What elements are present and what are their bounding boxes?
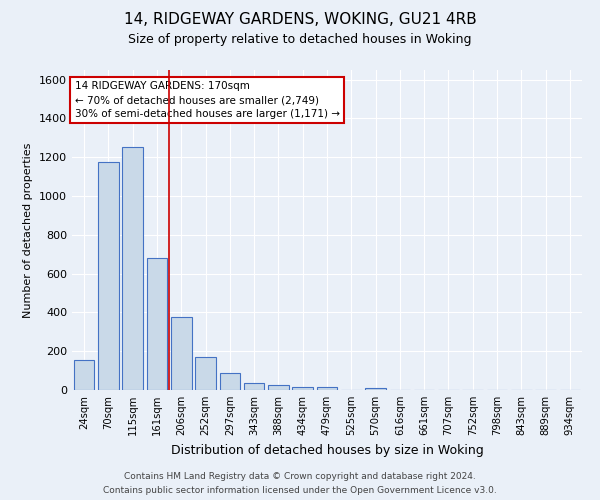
Bar <box>244 382 265 390</box>
Bar <box>146 258 167 390</box>
Text: 14 RIDGEWAY GARDENS: 170sqm
← 70% of detached houses are smaller (2,749)
30% of : 14 RIDGEWAY GARDENS: 170sqm ← 70% of det… <box>74 81 340 119</box>
Bar <box>365 388 386 390</box>
Text: Contains HM Land Registry data © Crown copyright and database right 2024.: Contains HM Land Registry data © Crown c… <box>124 472 476 481</box>
Bar <box>268 384 289 390</box>
Bar <box>195 357 216 390</box>
Text: Contains public sector information licensed under the Open Government Licence v3: Contains public sector information licen… <box>103 486 497 495</box>
Text: 14, RIDGEWAY GARDENS, WOKING, GU21 4RB: 14, RIDGEWAY GARDENS, WOKING, GU21 4RB <box>124 12 476 28</box>
Bar <box>292 386 313 390</box>
Bar <box>74 360 94 390</box>
Bar <box>98 162 119 390</box>
Text: Size of property relative to detached houses in Woking: Size of property relative to detached ho… <box>128 32 472 46</box>
Bar <box>122 146 143 390</box>
X-axis label: Distribution of detached houses by size in Woking: Distribution of detached houses by size … <box>170 444 484 456</box>
Bar <box>317 387 337 390</box>
Y-axis label: Number of detached properties: Number of detached properties <box>23 142 34 318</box>
Bar <box>220 372 240 390</box>
Bar <box>171 318 191 390</box>
